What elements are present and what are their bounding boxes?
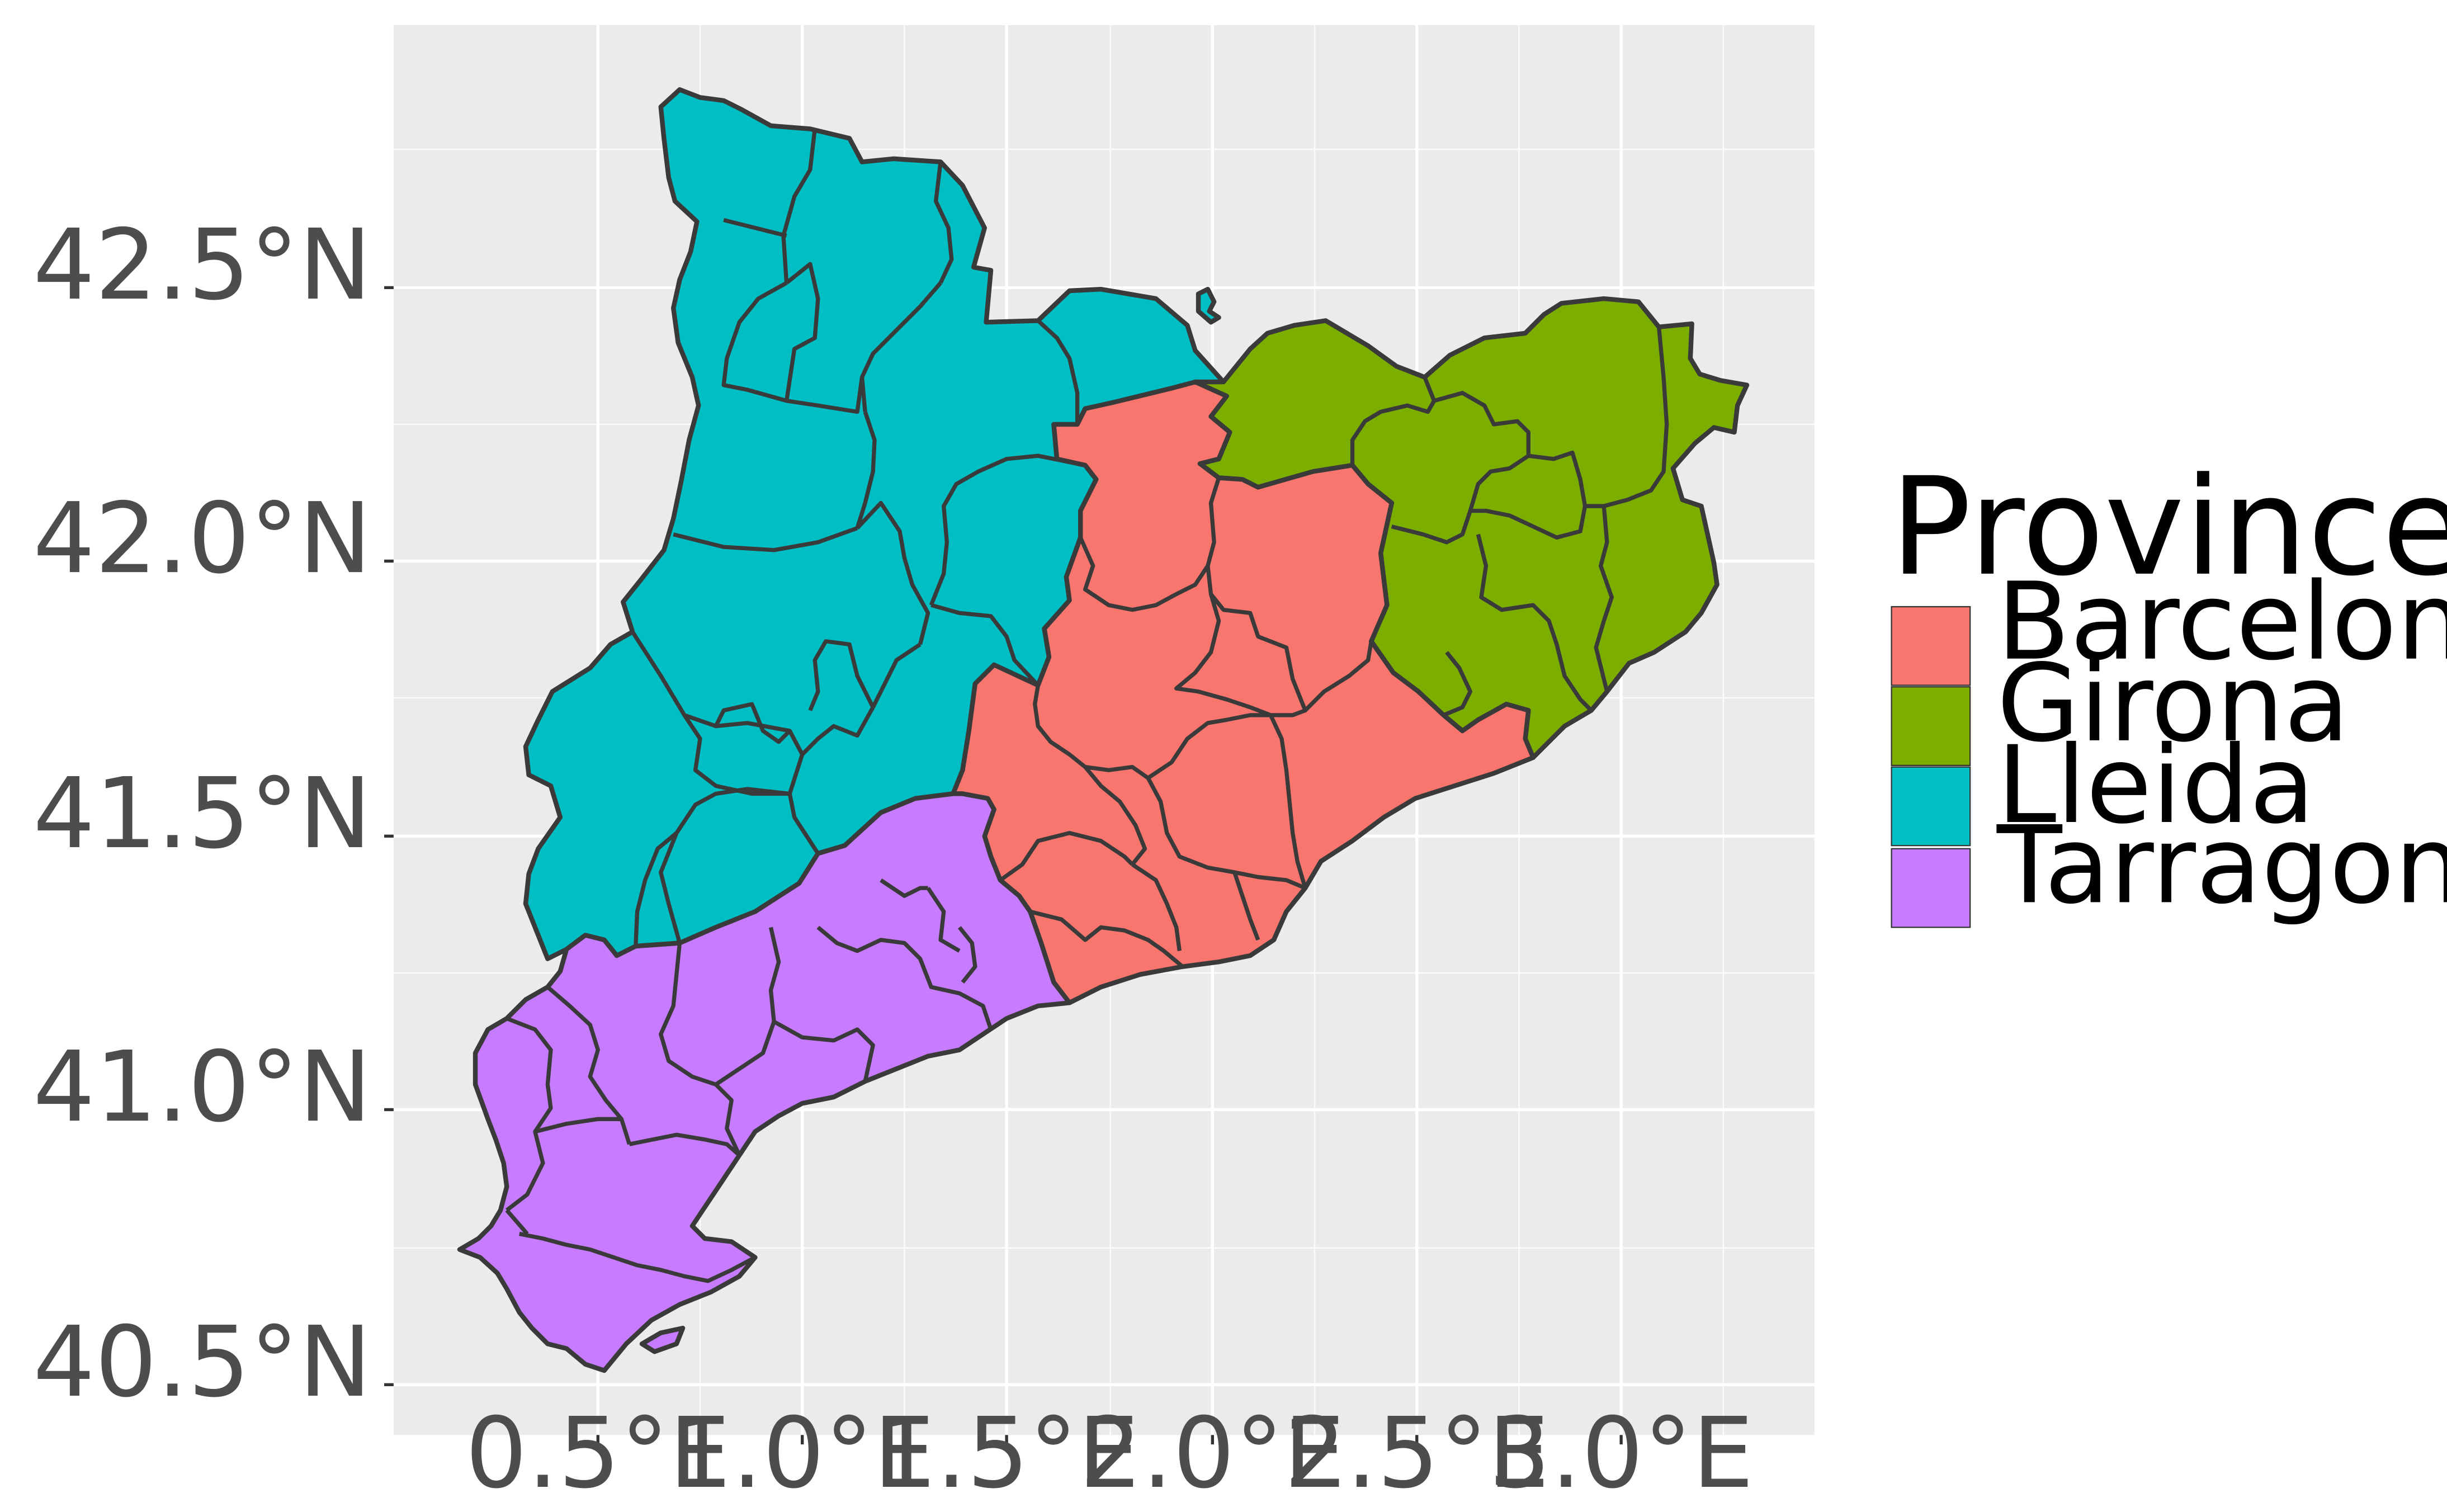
y-tick-label: 42.0°N [33,482,372,596]
legend-item-barcelona[interactable]: Barcelona [1891,560,2447,686]
legend-label-barcelona: Barcelona [1997,560,2447,684]
legend-key-girona [1891,686,1971,766]
legend-label-lleida: Lleida [1997,724,2315,848]
x-tick-label: 3.0°E [1489,1397,1754,1510]
y-tick-label: 42.5°N [33,209,372,322]
y-axis-labels: 40.5°N 41.0°N 41.5°N 42.0°N 42.5°N [33,209,372,1419]
x-tick-label: 2.5°E [1284,1397,1550,1510]
region-lleida-enclave[interactable] [1196,286,1221,325]
legend-key-barcelona [1891,606,1971,686]
legend-key-tarragona [1891,848,1971,928]
legend-label-girona: Girona [1997,642,2350,766]
legend-title: Province [1890,449,2447,606]
axis-ticks [384,286,1623,1445]
x-tick-label: 0.5°E [465,1397,730,1510]
x-tick-label: 1.5°E [874,1397,1139,1510]
x-tick-label: 2.0°E [1080,1397,1345,1510]
region-tarragona-islet[interactable] [639,1325,686,1354]
y-tick-label: 41.5°N [33,757,372,871]
y-tick-label: 40.5°N [33,1306,372,1419]
region-tarragona[interactable] [457,791,1072,1373]
legend-item-lleida[interactable]: Lleida [1891,724,2315,848]
y-tick-label: 41.0°N [33,1031,372,1144]
legend-key-lleida [1891,766,1971,847]
legend-label-tarragona: Tarragona [1996,804,2447,928]
x-axis-labels: 0.5°E 1.0°E 1.5°E 2.0°E 2.5°E 3.0°E [465,1397,1754,1510]
x-tick-label: 1.0°E [670,1397,935,1510]
legend: Province Barcelona Girona Lleida Tarrago… [1890,449,2447,928]
legend-item-tarragona[interactable]: Tarragona [1891,804,2447,928]
county-boundaries [505,129,1669,1283]
legend-item-girona[interactable]: Girona [1891,642,2350,766]
